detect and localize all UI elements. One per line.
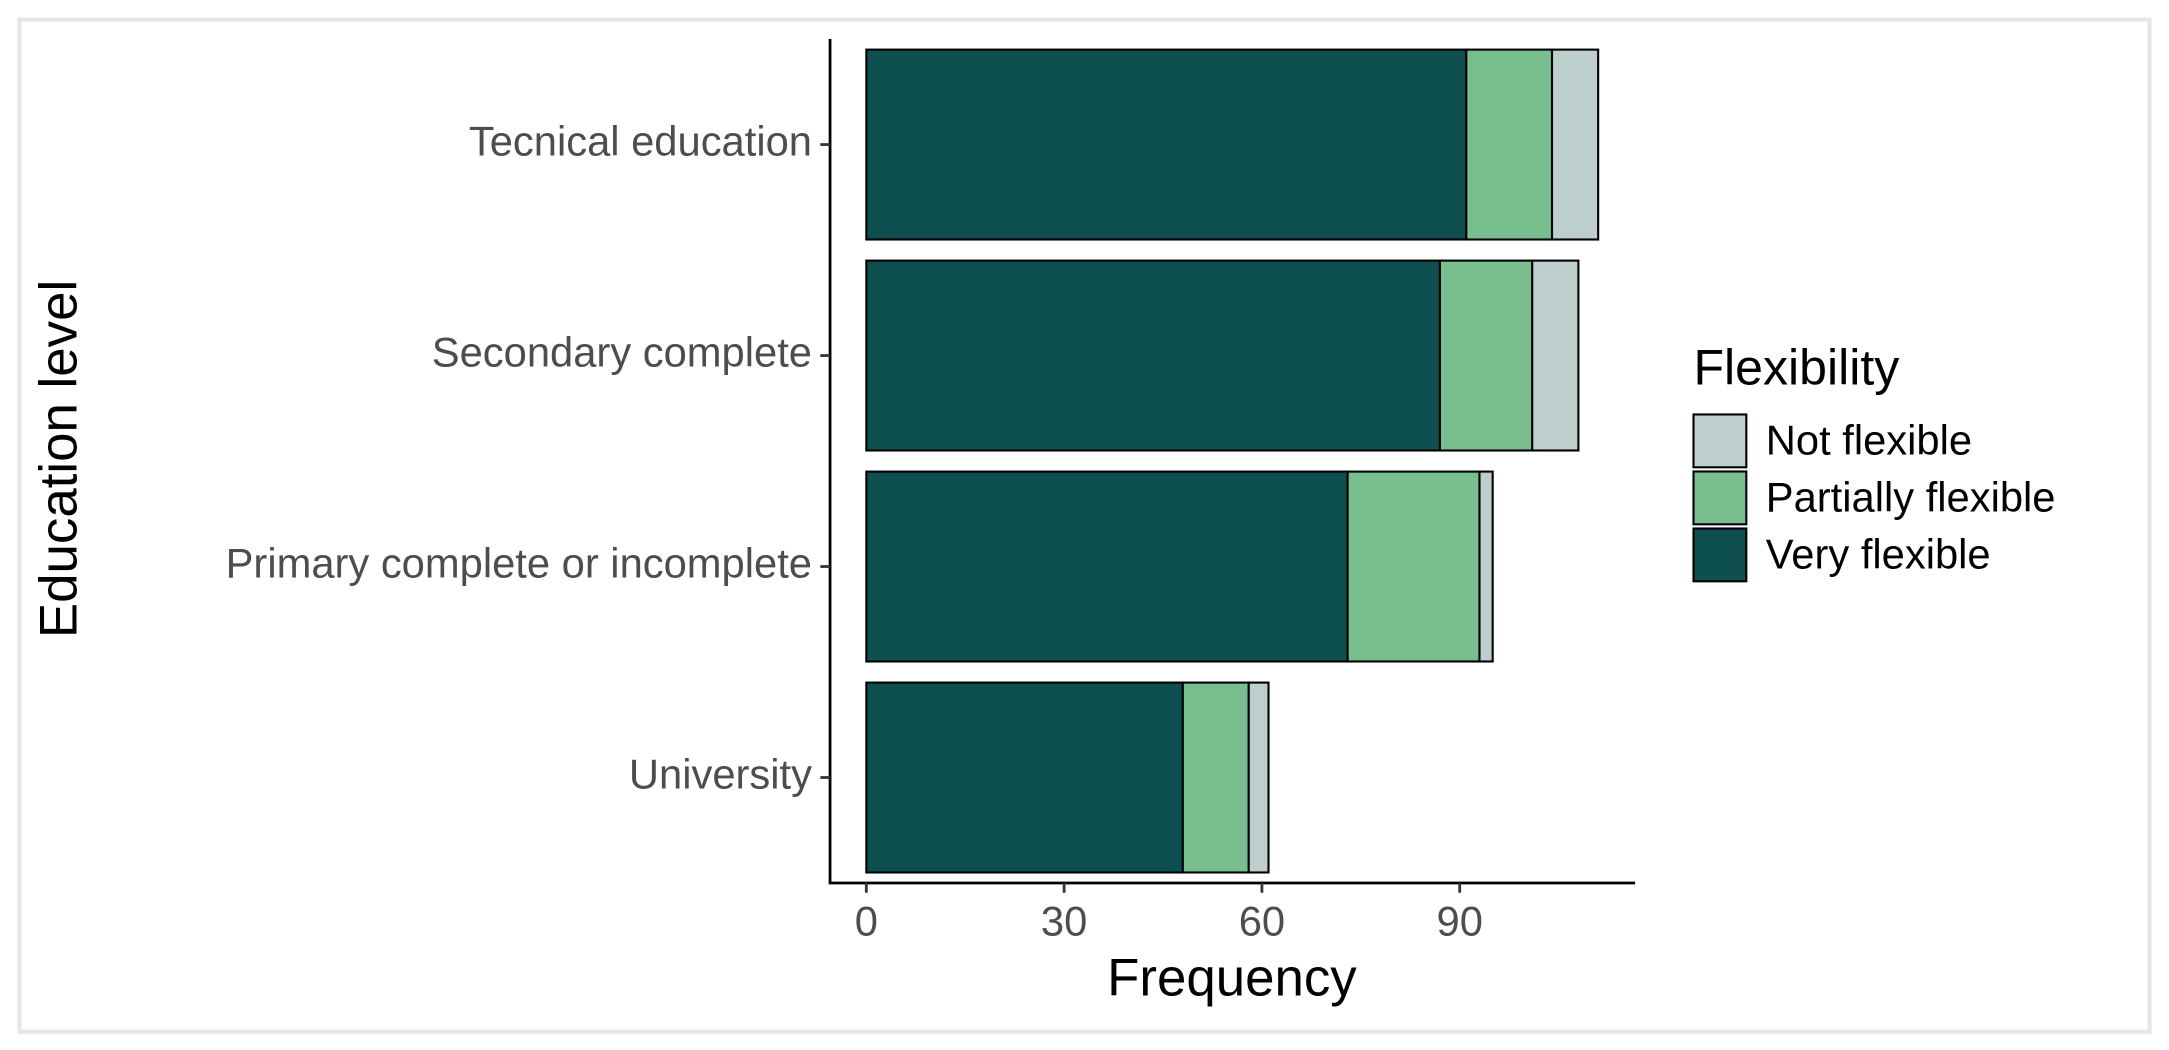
y-tick-label: Primary complete or incomplete xyxy=(226,540,812,587)
bar-segment xyxy=(1346,470,1481,663)
x-tick-label: 0 xyxy=(855,898,878,945)
legend-label: Not flexible xyxy=(1766,417,1972,464)
bar-segment xyxy=(1181,681,1250,874)
bar-segment xyxy=(865,259,1441,452)
legend-label: Partially flexible xyxy=(1766,474,2056,521)
legend-key xyxy=(1692,470,1748,526)
legend-key xyxy=(1692,413,1748,469)
bar-segment xyxy=(1531,259,1580,452)
bar-segment xyxy=(1465,48,1554,241)
bar-segment xyxy=(865,470,1349,663)
x-tick-label: 60 xyxy=(1239,898,1285,945)
x-tick-label: 90 xyxy=(1437,898,1483,945)
y-tick-label: Secondary complete xyxy=(432,329,812,376)
bar-segment xyxy=(1247,681,1270,874)
bar-segment xyxy=(1550,48,1600,241)
y-tick-label: Tecnical education xyxy=(469,118,812,165)
bar-segment xyxy=(865,681,1184,874)
x-axis-title: Frequency xyxy=(1107,949,1357,1008)
bar-segment xyxy=(1438,259,1534,452)
legend-key xyxy=(1692,527,1748,583)
legend-title: Flexibility xyxy=(1693,340,1899,396)
bar-segment xyxy=(1478,470,1494,663)
legend-label: Very flexible xyxy=(1766,531,1991,578)
y-axis-title: Education level xyxy=(30,280,89,638)
bar-segment xyxy=(865,48,1468,241)
y-tick-label: University xyxy=(629,751,812,798)
x-tick-label: 30 xyxy=(1041,898,1087,945)
